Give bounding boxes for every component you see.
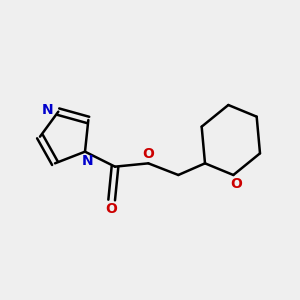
Text: O: O: [105, 202, 117, 216]
Text: N: N: [82, 154, 94, 168]
Text: O: O: [142, 147, 154, 161]
Text: O: O: [230, 177, 242, 191]
Text: N: N: [42, 103, 53, 117]
